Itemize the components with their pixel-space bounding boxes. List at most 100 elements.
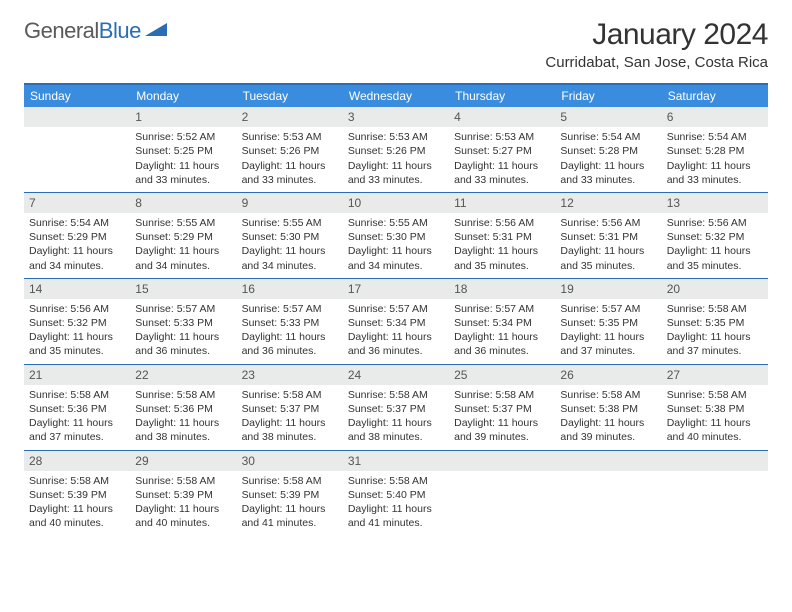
sunset-text: Sunset: 5:39 PM bbox=[29, 488, 125, 502]
sunset-text: Sunset: 5:40 PM bbox=[348, 488, 444, 502]
sunrise-text: Sunrise: 5:57 AM bbox=[348, 302, 444, 316]
sunset-text: Sunset: 5:30 PM bbox=[242, 230, 338, 244]
day-cell bbox=[24, 107, 130, 192]
day-info: Sunrise: 5:56 AMSunset: 5:31 PMDaylight:… bbox=[449, 213, 555, 278]
logo-text-2: Blue bbox=[99, 18, 141, 44]
day-number: 31 bbox=[343, 451, 449, 471]
day-cell: 31Sunrise: 5:58 AMSunset: 5:40 PMDayligh… bbox=[343, 451, 449, 536]
day-cell: 6Sunrise: 5:54 AMSunset: 5:28 PMDaylight… bbox=[662, 107, 768, 192]
day-number bbox=[555, 451, 661, 471]
sunrise-text: Sunrise: 5:58 AM bbox=[29, 388, 125, 402]
sunrise-text: Sunrise: 5:57 AM bbox=[135, 302, 231, 316]
sunrise-text: Sunrise: 5:58 AM bbox=[242, 388, 338, 402]
day-info: Sunrise: 5:53 AMSunset: 5:26 PMDaylight:… bbox=[237, 127, 343, 192]
day-number: 4 bbox=[449, 107, 555, 127]
day-cell bbox=[449, 451, 555, 536]
sunrise-text: Sunrise: 5:56 AM bbox=[454, 216, 550, 230]
day-info: Sunrise: 5:58 AMSunset: 5:37 PMDaylight:… bbox=[343, 385, 449, 450]
day-cell: 14Sunrise: 5:56 AMSunset: 5:32 PMDayligh… bbox=[24, 279, 130, 364]
day-info: Sunrise: 5:58 AMSunset: 5:36 PMDaylight:… bbox=[130, 385, 236, 450]
sunrise-text: Sunrise: 5:58 AM bbox=[29, 474, 125, 488]
day-cell: 30Sunrise: 5:58 AMSunset: 5:39 PMDayligh… bbox=[237, 451, 343, 536]
day-number: 13 bbox=[662, 193, 768, 213]
day-info: Sunrise: 5:53 AMSunset: 5:27 PMDaylight:… bbox=[449, 127, 555, 192]
sunset-text: Sunset: 5:31 PM bbox=[560, 230, 656, 244]
sunrise-text: Sunrise: 5:58 AM bbox=[135, 474, 231, 488]
sunset-text: Sunset: 5:38 PM bbox=[667, 402, 763, 416]
week-row: 7Sunrise: 5:54 AMSunset: 5:29 PMDaylight… bbox=[24, 192, 768, 278]
day-cell: 2Sunrise: 5:53 AMSunset: 5:26 PMDaylight… bbox=[237, 107, 343, 192]
header: GeneralBlue January 2024 Curridabat, San… bbox=[24, 18, 768, 71]
day-number bbox=[662, 451, 768, 471]
day-number: 27 bbox=[662, 365, 768, 385]
day-cell: 23Sunrise: 5:58 AMSunset: 5:37 PMDayligh… bbox=[237, 365, 343, 450]
month-title: January 2024 bbox=[545, 18, 768, 52]
day-number bbox=[449, 451, 555, 471]
day-number: 16 bbox=[237, 279, 343, 299]
sunset-text: Sunset: 5:32 PM bbox=[667, 230, 763, 244]
sunrise-text: Sunrise: 5:53 AM bbox=[454, 130, 550, 144]
sunset-text: Sunset: 5:38 PM bbox=[560, 402, 656, 416]
day-info: Sunrise: 5:56 AMSunset: 5:32 PMDaylight:… bbox=[662, 213, 768, 278]
daylight-text: Daylight: 11 hours and 35 minutes. bbox=[667, 244, 763, 272]
sunset-text: Sunset: 5:34 PM bbox=[454, 316, 550, 330]
sunset-text: Sunset: 5:33 PM bbox=[135, 316, 231, 330]
day-info: Sunrise: 5:54 AMSunset: 5:28 PMDaylight:… bbox=[555, 127, 661, 192]
day-info: Sunrise: 5:57 AMSunset: 5:33 PMDaylight:… bbox=[130, 299, 236, 364]
sunset-text: Sunset: 5:35 PM bbox=[560, 316, 656, 330]
day-cell: 22Sunrise: 5:58 AMSunset: 5:36 PMDayligh… bbox=[130, 365, 236, 450]
sunrise-text: Sunrise: 5:55 AM bbox=[242, 216, 338, 230]
calendar: Sunday Monday Tuesday Wednesday Thursday… bbox=[24, 83, 768, 535]
day-info: Sunrise: 5:54 AMSunset: 5:29 PMDaylight:… bbox=[24, 213, 130, 278]
day-cell: 16Sunrise: 5:57 AMSunset: 5:33 PMDayligh… bbox=[237, 279, 343, 364]
day-cell: 27Sunrise: 5:58 AMSunset: 5:38 PMDayligh… bbox=[662, 365, 768, 450]
day-number: 12 bbox=[555, 193, 661, 213]
day-number: 21 bbox=[24, 365, 130, 385]
daylight-text: Daylight: 11 hours and 34 minutes. bbox=[135, 244, 231, 272]
sunrise-text: Sunrise: 5:54 AM bbox=[667, 130, 763, 144]
day-number: 23 bbox=[237, 365, 343, 385]
day-cell: 8Sunrise: 5:55 AMSunset: 5:29 PMDaylight… bbox=[130, 193, 236, 278]
location: Curridabat, San Jose, Costa Rica bbox=[545, 54, 768, 71]
day-info: Sunrise: 5:58 AMSunset: 5:39 PMDaylight:… bbox=[237, 471, 343, 536]
daylight-text: Daylight: 11 hours and 35 minutes. bbox=[29, 330, 125, 358]
logo-text-1: General bbox=[24, 18, 99, 44]
day-number: 26 bbox=[555, 365, 661, 385]
day-cell: 5Sunrise: 5:54 AMSunset: 5:28 PMDaylight… bbox=[555, 107, 661, 192]
day-info: Sunrise: 5:58 AMSunset: 5:37 PMDaylight:… bbox=[449, 385, 555, 450]
sunset-text: Sunset: 5:37 PM bbox=[348, 402, 444, 416]
daylight-text: Daylight: 11 hours and 36 minutes. bbox=[348, 330, 444, 358]
day-number: 14 bbox=[24, 279, 130, 299]
sunrise-text: Sunrise: 5:52 AM bbox=[135, 130, 231, 144]
daylight-text: Daylight: 11 hours and 37 minutes. bbox=[560, 330, 656, 358]
sunset-text: Sunset: 5:34 PM bbox=[348, 316, 444, 330]
sunrise-text: Sunrise: 5:58 AM bbox=[348, 474, 444, 488]
day-number: 9 bbox=[237, 193, 343, 213]
day-number: 2 bbox=[237, 107, 343, 127]
day-number bbox=[24, 107, 130, 127]
daylight-text: Daylight: 11 hours and 35 minutes. bbox=[560, 244, 656, 272]
sunset-text: Sunset: 5:35 PM bbox=[667, 316, 763, 330]
day-number: 22 bbox=[130, 365, 236, 385]
week-row: 14Sunrise: 5:56 AMSunset: 5:32 PMDayligh… bbox=[24, 278, 768, 364]
day-number: 29 bbox=[130, 451, 236, 471]
weekday-header: Sunday bbox=[24, 85, 130, 107]
daylight-text: Daylight: 11 hours and 36 minutes. bbox=[242, 330, 338, 358]
day-info: Sunrise: 5:58 AMSunset: 5:38 PMDaylight:… bbox=[662, 385, 768, 450]
daylight-text: Daylight: 11 hours and 33 minutes. bbox=[560, 159, 656, 187]
weekday-header: Monday bbox=[130, 85, 236, 107]
day-info: Sunrise: 5:56 AMSunset: 5:31 PMDaylight:… bbox=[555, 213, 661, 278]
day-info: Sunrise: 5:55 AMSunset: 5:30 PMDaylight:… bbox=[237, 213, 343, 278]
day-cell: 17Sunrise: 5:57 AMSunset: 5:34 PMDayligh… bbox=[343, 279, 449, 364]
sunset-text: Sunset: 5:32 PM bbox=[29, 316, 125, 330]
day-number: 28 bbox=[24, 451, 130, 471]
sunset-text: Sunset: 5:29 PM bbox=[29, 230, 125, 244]
daylight-text: Daylight: 11 hours and 36 minutes. bbox=[454, 330, 550, 358]
sunrise-text: Sunrise: 5:54 AM bbox=[560, 130, 656, 144]
day-number: 20 bbox=[662, 279, 768, 299]
day-number: 11 bbox=[449, 193, 555, 213]
sunset-text: Sunset: 5:30 PM bbox=[348, 230, 444, 244]
sunset-text: Sunset: 5:39 PM bbox=[135, 488, 231, 502]
sunrise-text: Sunrise: 5:57 AM bbox=[454, 302, 550, 316]
daylight-text: Daylight: 11 hours and 38 minutes. bbox=[348, 416, 444, 444]
